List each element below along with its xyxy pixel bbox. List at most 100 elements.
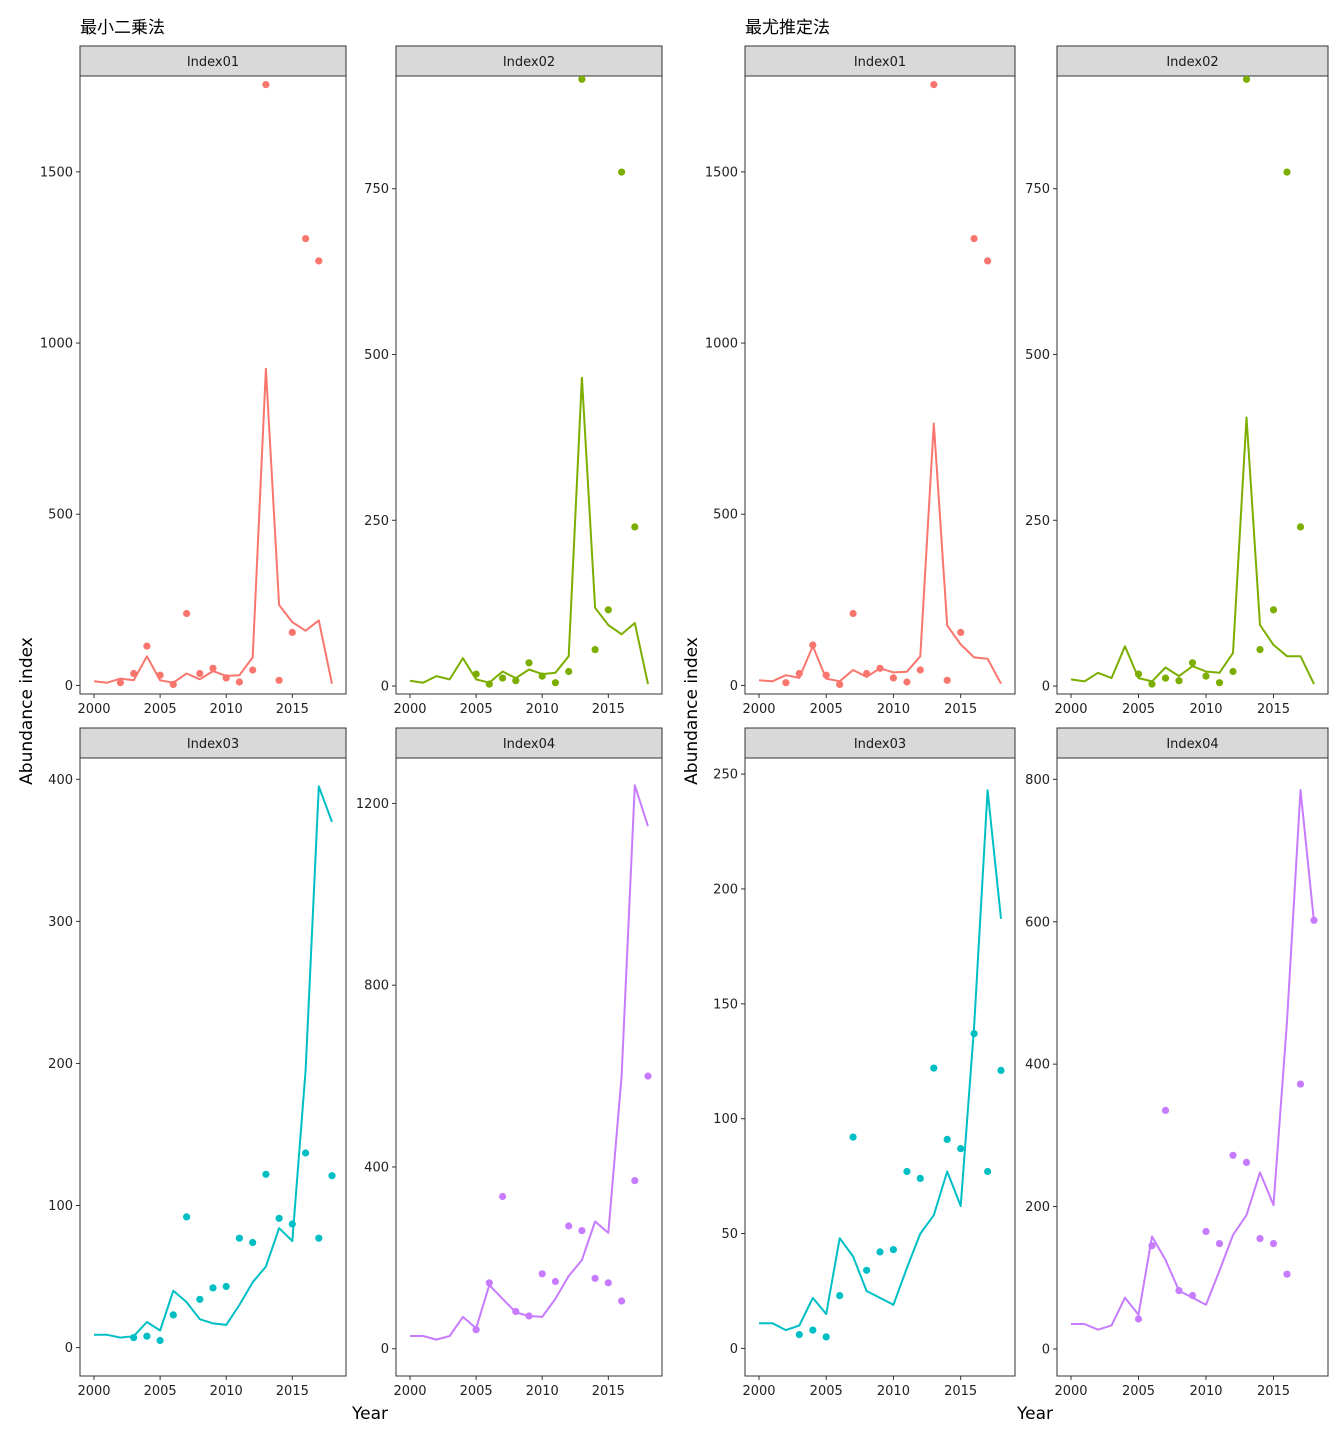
data-point — [156, 1336, 164, 1345]
data-point — [957, 1145, 965, 1153]
data-point — [1188, 1291, 1197, 1300]
data-point — [889, 674, 898, 682]
y-tick-label: 800 — [364, 979, 389, 994]
strip-label: Index02 — [1166, 55, 1218, 70]
x-tick-label: 2000 — [393, 702, 426, 717]
y-tick-label: 500 — [48, 508, 73, 523]
data-point — [809, 1326, 817, 1334]
panel-index04: Index04 0 400 800 1200 2000 2005 2010 2015 — [356, 727, 663, 1399]
data-point — [315, 1234, 323, 1242]
panel-index03: Index03 0 50 100 150 200 250 2000 2005 2010 2015 — [713, 727, 1016, 1399]
y-tick-label: 500 — [1025, 348, 1050, 363]
strip-background — [744, 45, 1016, 77]
panel-border — [744, 75, 1016, 695]
data-point — [1188, 659, 1197, 667]
y-tick-label: 0 — [381, 1342, 389, 1357]
data-point — [578, 1227, 586, 1235]
data-point — [1134, 670, 1143, 678]
data-point — [903, 1167, 911, 1176]
data-point — [222, 1282, 230, 1291]
data-point — [1296, 1080, 1305, 1088]
data-point — [1269, 1240, 1278, 1248]
data-point — [1229, 1151, 1237, 1159]
y-tick-label: 200 — [1025, 1200, 1050, 1215]
panel-index01: Index01 0 500 1000 1500 2000 2005 2010 2015 — [705, 45, 1016, 717]
strip-label: Index03 — [187, 737, 239, 752]
x-tick-label: 2005 — [460, 1384, 493, 1399]
data-point — [143, 642, 151, 650]
x-tick-label: 2000 — [742, 1384, 775, 1399]
data-point — [315, 257, 323, 265]
data-point — [1202, 672, 1210, 680]
data-point — [957, 628, 965, 637]
y-tick-label: 250 — [713, 768, 738, 783]
y-tick-label: 200 — [713, 882, 738, 897]
data-point — [997, 1066, 1005, 1074]
data-point — [863, 669, 871, 678]
x-tick-label: 2015 — [592, 702, 625, 717]
data-point — [782, 679, 790, 687]
data-point — [130, 1334, 138, 1342]
data-point — [1256, 646, 1264, 654]
data-point — [984, 1167, 992, 1176]
y-tick-label: 750 — [364, 182, 389, 197]
data-point — [1175, 677, 1183, 685]
data-point — [795, 1331, 803, 1339]
data-point — [631, 523, 639, 531]
data-point — [1256, 1235, 1264, 1243]
x-tick-label: 2010 — [1189, 702, 1222, 717]
x-tick-label: 2010 — [1189, 1384, 1222, 1399]
data-point — [876, 664, 884, 672]
data-point — [130, 669, 138, 678]
x-tick-label: 2010 — [526, 1384, 559, 1399]
x-tick-label: 2005 — [460, 702, 493, 717]
x-tick-label: 2000 — [77, 702, 110, 717]
x-tick-label: 2005 — [144, 702, 177, 717]
data-point — [196, 1295, 204, 1303]
panel-index02: Index02 0 250 500 750 2000 2005 2010 2015 — [364, 45, 663, 717]
x-tick-label: 2015 — [276, 1384, 309, 1399]
data-point — [525, 659, 533, 667]
strip-label: Index01 — [854, 55, 906, 70]
panel-border — [744, 757, 1016, 1377]
data-point — [849, 1133, 857, 1141]
data-point — [249, 1238, 257, 1247]
data-point — [984, 257, 992, 265]
y-tick-label: 250 — [1025, 514, 1050, 529]
x-tick-label: 2005 — [1122, 702, 1155, 717]
data-point — [196, 669, 204, 678]
data-point — [169, 1311, 177, 1319]
strip-label: Index04 — [1166, 737, 1218, 752]
x-tick-label: 2015 — [944, 702, 977, 717]
data-point — [1242, 1158, 1251, 1166]
y-tick-label: 0 — [1042, 1342, 1050, 1357]
data-point — [903, 678, 911, 686]
data-point — [1283, 1270, 1291, 1278]
panel-border — [395, 757, 663, 1377]
data-point — [485, 680, 493, 688]
y-tick-label: 150 — [713, 997, 738, 1012]
data-point — [262, 1170, 270, 1178]
panel-border — [1056, 75, 1329, 695]
data-point — [209, 1284, 217, 1292]
y-tick-label: 100 — [713, 1112, 738, 1127]
panel-border — [79, 75, 347, 695]
data-point — [1296, 523, 1305, 531]
x-tick-label: 2000 — [1054, 1384, 1087, 1399]
y-tick-label: 1500 — [40, 165, 73, 180]
data-point — [943, 1135, 951, 1143]
data-point — [970, 235, 978, 243]
data-point — [328, 1172, 336, 1180]
data-point — [1242, 75, 1251, 83]
data-point — [302, 235, 310, 243]
data-point — [302, 1149, 310, 1157]
chart-title: 最小二乗法 — [80, 18, 165, 38]
data-point — [863, 1266, 871, 1274]
data-point — [288, 628, 296, 637]
data-point — [538, 672, 546, 680]
data-point — [156, 671, 164, 679]
x-tick-label: 2010 — [210, 702, 243, 717]
